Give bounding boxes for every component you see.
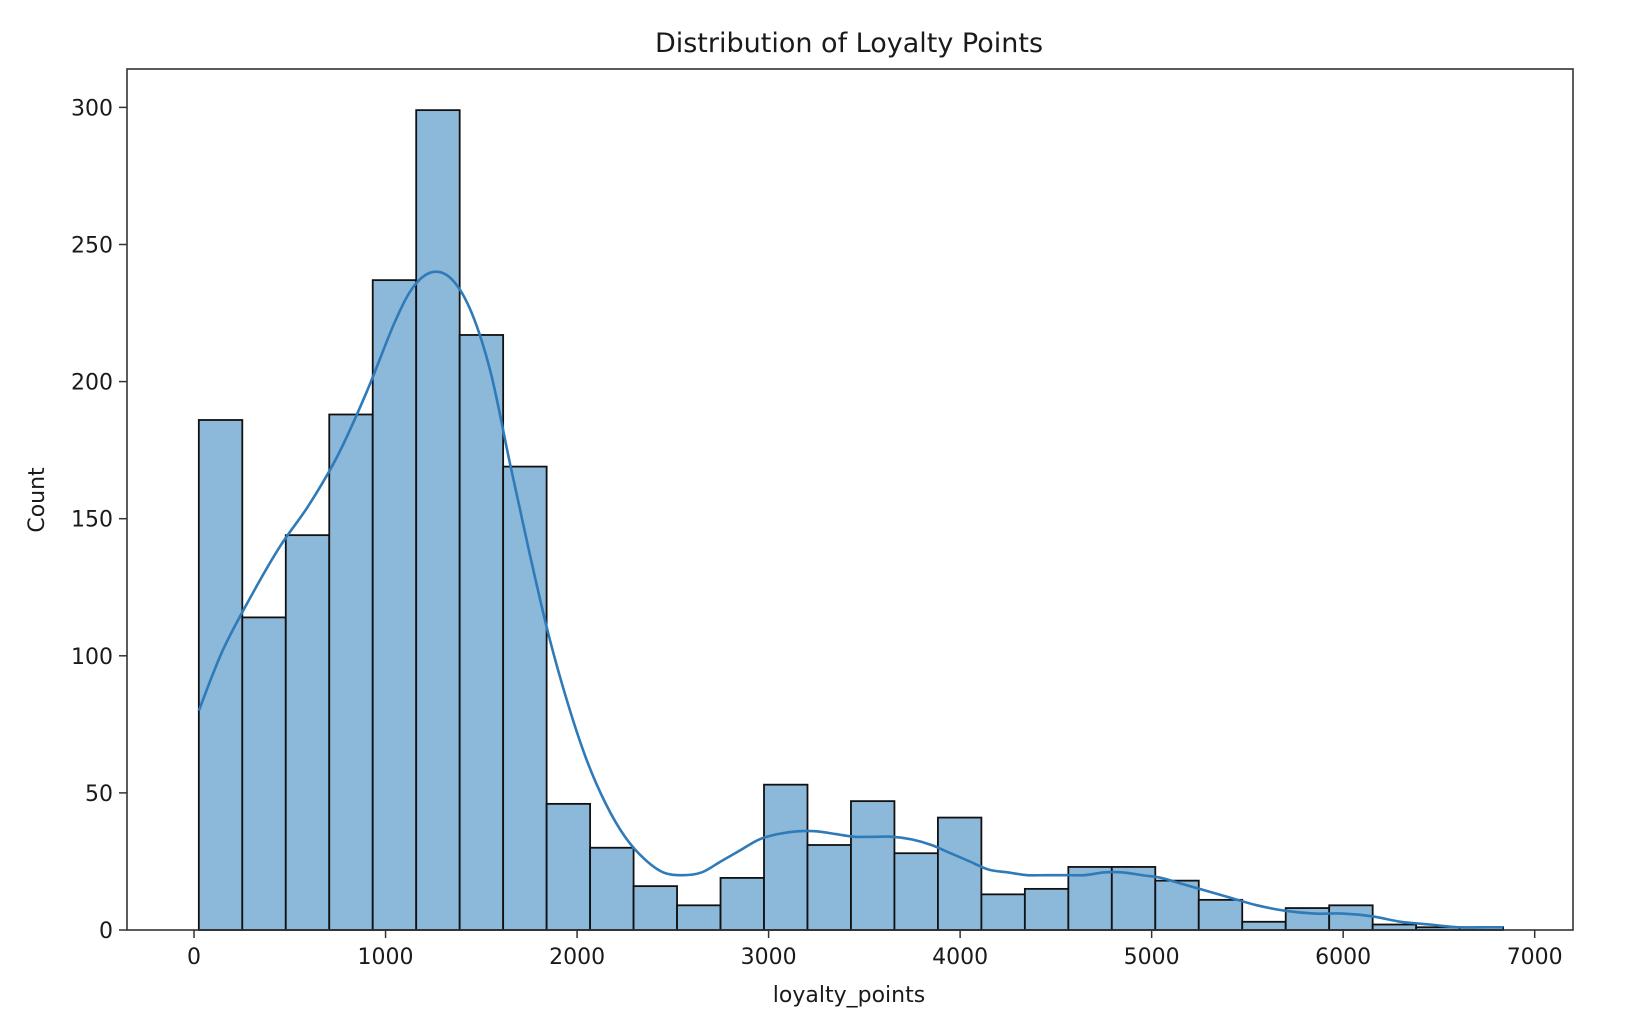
chart-title: Distribution of Loyalty Points <box>655 28 1043 59</box>
x-tick-label: 2000 <box>549 945 605 970</box>
kde-curve <box>197 270 1504 929</box>
y-tick-label: 150 <box>71 508 113 533</box>
x-axis-label: loyalty_points <box>773 983 925 1008</box>
histogram-bar <box>980 893 1026 931</box>
histogram-bar <box>850 800 896 931</box>
histogram-bar <box>284 534 331 931</box>
y-axis-label: Count <box>25 467 50 533</box>
histogram-bar <box>415 109 461 931</box>
histogram-bar <box>806 844 852 931</box>
histogram-bar <box>241 616 287 931</box>
histogram-bar <box>371 279 418 931</box>
y-tick-label: 250 <box>71 233 113 258</box>
histogram-bar <box>1328 904 1374 931</box>
x-tick-label: 7000 <box>1507 945 1563 970</box>
histogram-bar <box>1241 920 1287 931</box>
histogram-bar <box>1023 887 1070 931</box>
x-tick-label: 1000 <box>358 945 414 970</box>
y-tick-label: 200 <box>71 371 113 396</box>
y-axis: 0 50 100 150 200 250 300 <box>71 96 127 944</box>
y-tick-label: 50 <box>85 782 113 807</box>
plot-frame <box>126 68 1574 931</box>
y-tick-label: 300 <box>71 96 113 121</box>
histogram-bar <box>676 904 722 931</box>
histogram-bar <box>1197 898 1244 931</box>
histogram-bar <box>632 885 678 931</box>
x-tick-label: 6000 <box>1315 945 1371 970</box>
x-axis: 0 1000 2000 3000 4000 5000 6000 7000 <box>187 930 1563 970</box>
histogram-bar <box>197 419 244 931</box>
histogram-bar <box>1371 923 1418 931</box>
histogram-bar <box>937 816 983 931</box>
x-tick-label: 5000 <box>1124 945 1180 970</box>
x-tick-label: 0 <box>187 945 201 970</box>
histogram-bar <box>893 852 939 931</box>
y-tick-label: 100 <box>71 645 113 670</box>
histogram-bar <box>502 465 548 931</box>
histogram-bar <box>328 413 374 931</box>
histogram-bars <box>197 109 1504 931</box>
x-tick-label: 3000 <box>741 945 797 970</box>
y-tick-label: 0 <box>99 919 113 944</box>
histogram-bar <box>545 802 592 931</box>
histogram-bar <box>458 334 505 931</box>
histogram-bar <box>763 783 809 931</box>
histogram-bar <box>589 846 635 931</box>
histogram-bar <box>719 877 765 931</box>
x-tick-label: 4000 <box>932 945 988 970</box>
